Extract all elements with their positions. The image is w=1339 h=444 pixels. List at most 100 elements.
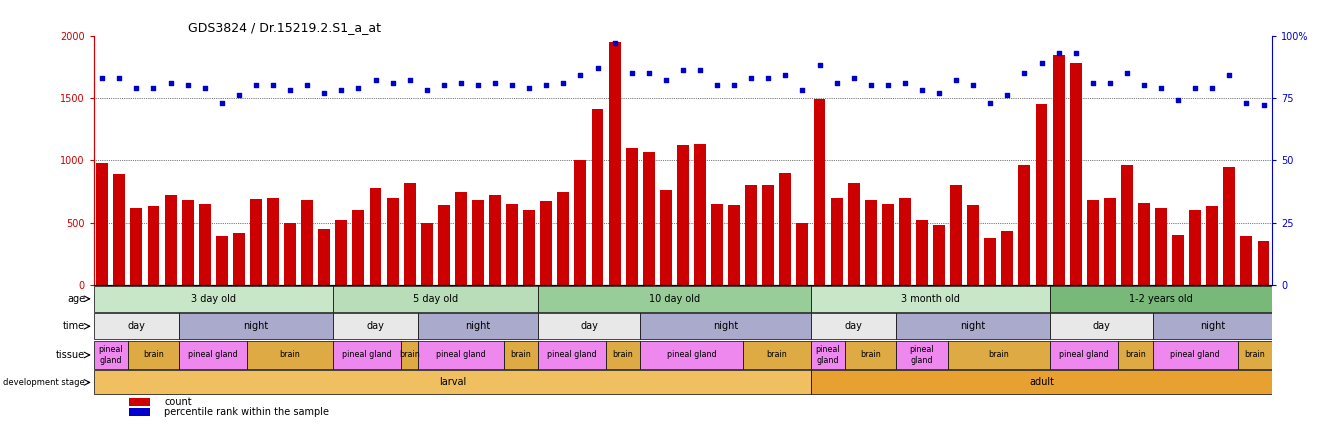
Point bbox=[126, 84, 147, 91]
Bar bbox=[1103, 198, 1115, 285]
Bar bbox=[882, 204, 894, 285]
Bar bbox=[625, 148, 637, 285]
Point bbox=[723, 82, 744, 89]
Bar bbox=[1206, 206, 1218, 285]
Point bbox=[212, 99, 233, 107]
Point bbox=[194, 84, 216, 91]
FancyBboxPatch shape bbox=[1050, 285, 1272, 312]
Text: day: day bbox=[1093, 321, 1110, 331]
Point bbox=[553, 79, 574, 87]
Point bbox=[313, 89, 335, 96]
Text: brain: brain bbox=[861, 350, 881, 360]
FancyBboxPatch shape bbox=[94, 313, 179, 340]
Bar bbox=[797, 223, 809, 285]
FancyBboxPatch shape bbox=[1153, 313, 1272, 340]
Bar bbox=[1070, 63, 1082, 285]
Text: age: age bbox=[67, 294, 86, 304]
Bar bbox=[660, 190, 672, 285]
Text: tissue: tissue bbox=[56, 350, 86, 360]
FancyBboxPatch shape bbox=[607, 341, 640, 369]
FancyBboxPatch shape bbox=[640, 341, 743, 369]
Bar bbox=[678, 145, 688, 285]
Bar bbox=[814, 99, 825, 285]
Text: pineal gland: pineal gland bbox=[667, 350, 716, 360]
Bar bbox=[96, 163, 108, 285]
Text: development stage: development stage bbox=[4, 378, 86, 387]
Point bbox=[467, 82, 489, 89]
Bar bbox=[694, 144, 706, 285]
Bar bbox=[1035, 104, 1047, 285]
FancyBboxPatch shape bbox=[503, 341, 538, 369]
FancyBboxPatch shape bbox=[811, 313, 896, 340]
Point bbox=[775, 72, 797, 79]
Bar bbox=[250, 199, 262, 285]
FancyBboxPatch shape bbox=[811, 370, 1272, 394]
Bar bbox=[779, 173, 791, 285]
Point bbox=[1048, 49, 1070, 56]
Point bbox=[928, 89, 949, 96]
Point bbox=[860, 82, 881, 89]
Point bbox=[655, 77, 676, 84]
FancyBboxPatch shape bbox=[1050, 341, 1118, 369]
FancyBboxPatch shape bbox=[845, 341, 896, 369]
Point bbox=[245, 82, 266, 89]
FancyBboxPatch shape bbox=[179, 341, 248, 369]
Point bbox=[501, 82, 522, 89]
Point bbox=[91, 75, 112, 82]
Bar bbox=[319, 229, 331, 285]
FancyBboxPatch shape bbox=[333, 313, 418, 340]
Bar bbox=[1121, 165, 1133, 285]
Bar bbox=[967, 205, 979, 285]
Bar bbox=[951, 185, 963, 285]
Text: brain: brain bbox=[988, 350, 1010, 360]
Bar bbox=[933, 225, 945, 285]
Text: adult: adult bbox=[1028, 377, 1054, 388]
Point bbox=[485, 79, 506, 87]
Bar bbox=[1138, 203, 1150, 285]
Bar bbox=[830, 198, 842, 285]
Text: night: night bbox=[244, 321, 269, 331]
Text: 3 month old: 3 month old bbox=[901, 294, 960, 304]
Point bbox=[280, 87, 301, 94]
Text: day: day bbox=[367, 321, 384, 331]
Text: pineal gland: pineal gland bbox=[1059, 350, 1109, 360]
Text: GDS3824 / Dr.15219.2.S1_a_at: GDS3824 / Dr.15219.2.S1_a_at bbox=[187, 21, 382, 34]
Text: pineal gland: pineal gland bbox=[1170, 350, 1220, 360]
FancyBboxPatch shape bbox=[1153, 341, 1237, 369]
FancyBboxPatch shape bbox=[1237, 341, 1272, 369]
FancyBboxPatch shape bbox=[948, 341, 1050, 369]
Bar bbox=[387, 198, 399, 285]
Text: day: day bbox=[845, 321, 862, 331]
Bar bbox=[711, 204, 723, 285]
Point bbox=[996, 92, 1018, 99]
FancyBboxPatch shape bbox=[402, 341, 418, 369]
Bar bbox=[592, 109, 604, 285]
Point bbox=[758, 75, 779, 82]
FancyBboxPatch shape bbox=[248, 341, 333, 369]
Point bbox=[945, 77, 967, 84]
Bar bbox=[524, 210, 536, 285]
Point bbox=[894, 79, 916, 87]
Point bbox=[1218, 72, 1240, 79]
Bar bbox=[301, 200, 313, 285]
Point bbox=[262, 82, 284, 89]
Point bbox=[569, 72, 590, 79]
Bar bbox=[471, 200, 483, 285]
Point bbox=[399, 77, 420, 84]
Text: brain: brain bbox=[280, 350, 300, 360]
FancyBboxPatch shape bbox=[538, 285, 811, 312]
Text: brain: brain bbox=[1125, 350, 1146, 360]
Point bbox=[621, 69, 643, 76]
Bar bbox=[114, 174, 126, 285]
Point bbox=[1133, 82, 1154, 89]
Bar bbox=[233, 233, 245, 285]
Bar bbox=[865, 200, 877, 285]
Point bbox=[228, 92, 249, 99]
Point bbox=[143, 84, 165, 91]
Text: night: night bbox=[960, 321, 986, 331]
FancyBboxPatch shape bbox=[896, 341, 948, 369]
Point bbox=[844, 75, 865, 82]
Point bbox=[740, 75, 762, 82]
Point bbox=[1253, 102, 1275, 109]
FancyBboxPatch shape bbox=[333, 285, 538, 312]
